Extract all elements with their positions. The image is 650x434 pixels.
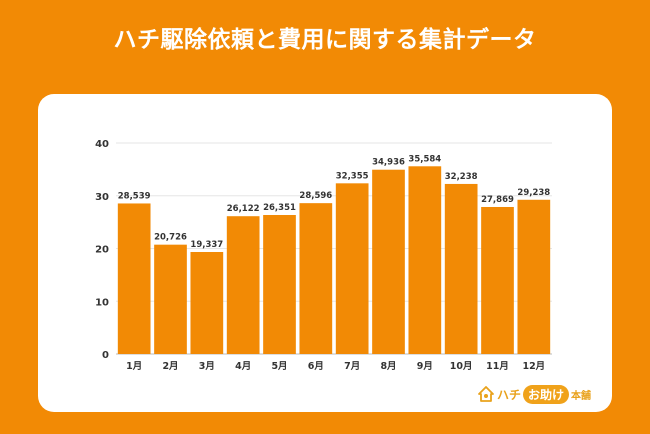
data-label: 34,936 xyxy=(372,158,405,168)
bar xyxy=(190,251,224,354)
bar xyxy=(408,166,442,354)
x-tick-label: 7月 xyxy=(344,361,360,372)
x-tick-label: 10月 xyxy=(450,361,473,372)
x-tick-label: 12月 xyxy=(522,361,545,372)
bar xyxy=(117,203,151,354)
x-tick-label: 9月 xyxy=(417,361,433,372)
x-tick-label: 3月 xyxy=(199,361,215,372)
data-label: 26,122 xyxy=(227,204,260,214)
data-label: 28,539 xyxy=(118,191,151,201)
bar xyxy=(226,216,260,354)
bar xyxy=(372,169,405,354)
logo-text-otasuke: お助け xyxy=(523,384,570,404)
logo-text-honpo: 本舗 xyxy=(571,390,592,402)
bar xyxy=(481,206,514,354)
data-label: 29,238 xyxy=(517,188,550,198)
x-tick-label: 5月 xyxy=(271,361,287,372)
page-title: ハチ駆除依頼と費用に関する集計データ xyxy=(113,27,537,53)
data-label: 27,869 xyxy=(481,195,514,205)
data-label: 28,596 xyxy=(299,191,332,201)
data-label: 35,584 xyxy=(408,154,441,164)
data-label: 32,238 xyxy=(445,172,478,182)
data-label: 26,351 xyxy=(263,203,296,213)
brand-logo: ハチ お助け 本舗 xyxy=(477,382,591,406)
bar xyxy=(335,183,369,354)
x-tick-label: 2月 xyxy=(162,361,178,372)
bar xyxy=(154,244,187,354)
x-tick-label: 11月 xyxy=(486,361,509,372)
data-label: 32,355 xyxy=(336,171,369,181)
bar xyxy=(444,183,478,354)
bar xyxy=(263,214,296,354)
logo-text-hachi: ハチ xyxy=(497,387,522,402)
y-tick-label: 30 xyxy=(95,192,109,203)
x-tick-label: 8月 xyxy=(380,361,396,372)
y-tick-label: 0 xyxy=(102,350,109,361)
house-icon xyxy=(478,386,494,402)
y-tick-label: 40 xyxy=(95,139,109,150)
data-label: 19,337 xyxy=(190,240,223,250)
bar xyxy=(299,203,333,354)
x-tick-label: 4月 xyxy=(235,361,251,372)
x-tick-label: 1月 xyxy=(126,361,142,372)
y-tick-label: 20 xyxy=(95,245,109,256)
x-tick-label: 6月 xyxy=(308,361,324,372)
y-tick-label: 10 xyxy=(95,297,109,308)
data-label: 20,726 xyxy=(154,233,187,243)
bar xyxy=(517,199,551,354)
